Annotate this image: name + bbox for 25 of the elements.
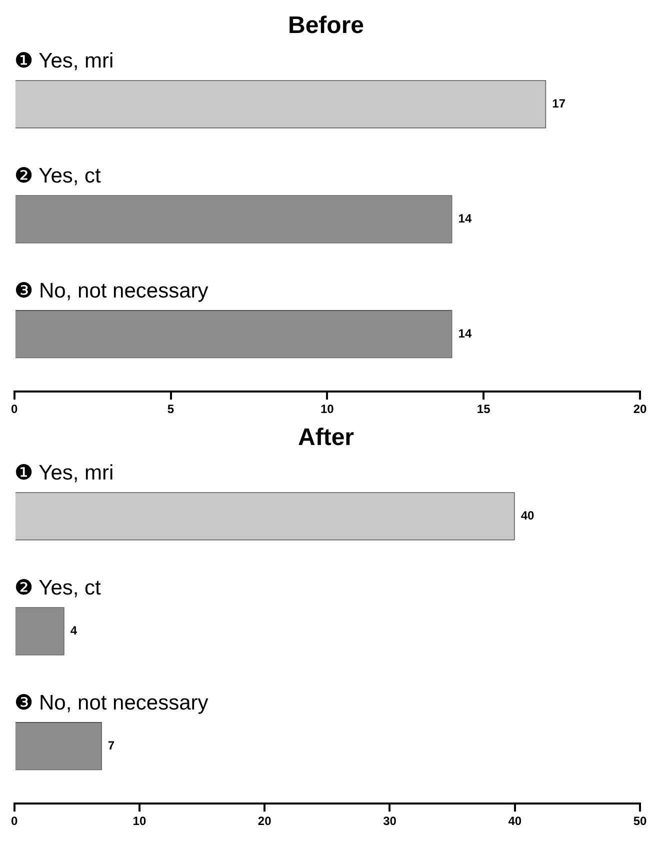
data-label: 14: [458, 212, 472, 226]
x-tick-label: 40: [508, 814, 522, 828]
x-tick-label: 50: [633, 814, 647, 828]
x-tick-label: 0: [10, 814, 18, 828]
y-tick-label: ❷ Yes, ct: [14, 164, 102, 188]
data-label: 4: [70, 624, 78, 638]
data-label: 7: [108, 738, 115, 752]
chart-title: After: [298, 424, 354, 452]
x-tick-label: 5: [167, 402, 174, 416]
x-tick-label: 20: [633, 402, 647, 416]
x-tick-label: 10: [320, 402, 334, 416]
data-label: 17: [552, 96, 566, 111]
x-tick-label: 10: [132, 814, 146, 828]
x-tick-label: 15: [476, 402, 491, 416]
y-tick-label: ❸ No, not necessary: [14, 691, 209, 714]
data-label: 14: [458, 326, 472, 340]
x-tick-label: 20: [258, 814, 272, 828]
chart-title: Before: [288, 12, 364, 40]
x-tick-label: 30: [383, 814, 397, 828]
data-label: 40: [520, 508, 535, 523]
y-tick-label: ❶ Yes, mri: [14, 49, 114, 72]
y-tick-label: ❸ No, not necessary: [14, 279, 209, 302]
y-tick-label: ❷ Yes, ct: [14, 576, 102, 600]
x-tick-label: 0: [10, 402, 18, 416]
y-tick-label: ❶ Yes, mri: [14, 461, 114, 484]
